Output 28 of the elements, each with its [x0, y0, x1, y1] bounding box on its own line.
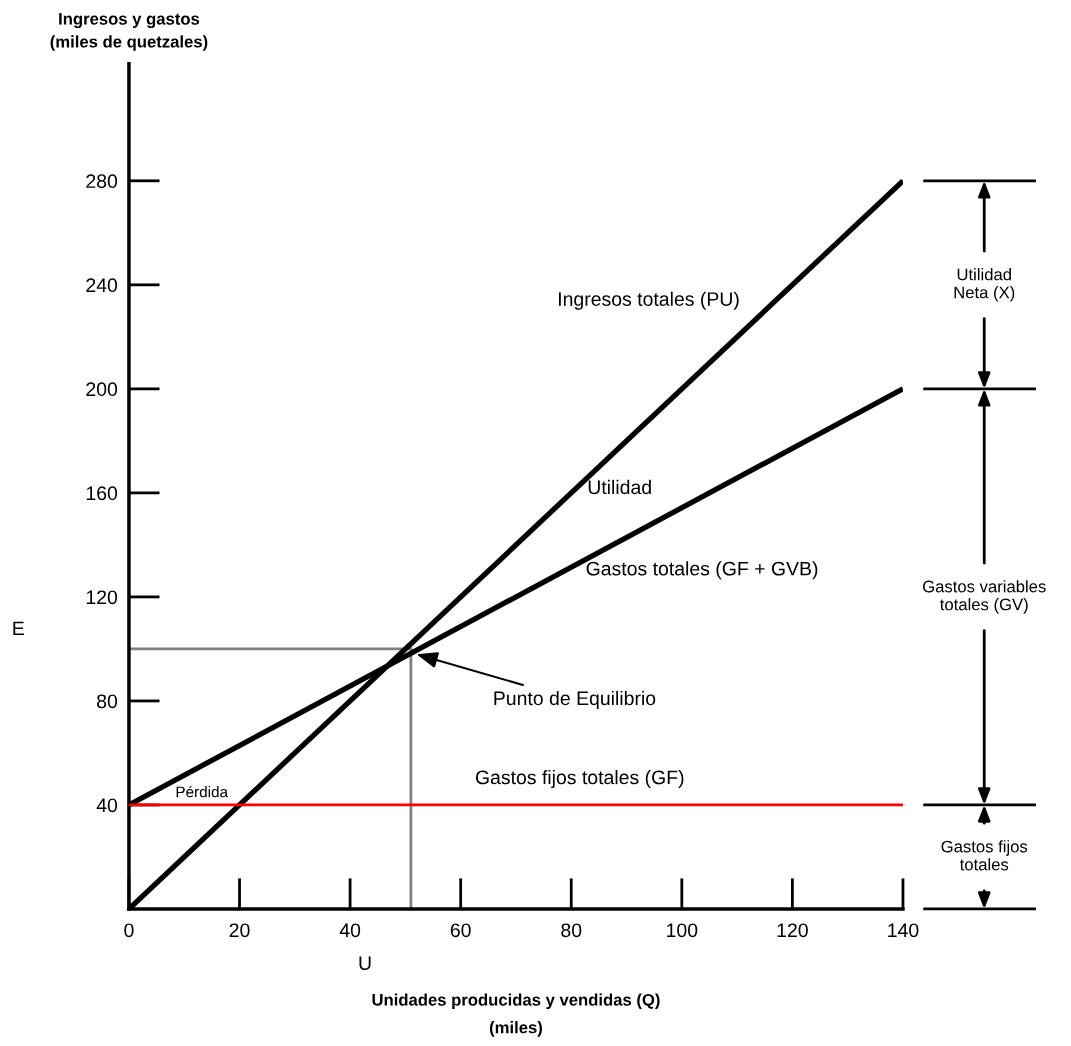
y-axis-title: Ingresos y gastos (miles de quetzales) [50, 13, 208, 51]
x-tick-label: 120 [777, 923, 808, 938]
x-tick-label: 80 [561, 923, 582, 938]
x-tick-label: 60 [450, 923, 471, 938]
y-tick-label: 120 [86, 590, 118, 605]
x-tick-label: 40 [339, 923, 361, 938]
y-tick-label: 200 [86, 382, 118, 397]
y-tick-label: 40 [96, 798, 118, 813]
text: Gastos fijos totales [941, 840, 1028, 871]
text: Gastos variables totales (GV) [923, 580, 1046, 614]
text: E [13, 621, 24, 636]
series-label: Gastos fijos totales (GF) [475, 769, 684, 789]
annotation: Punto de Equilibrio [494, 690, 656, 710]
x-axis-title: Unidades producidas y vendidas (Q) (miles) [372, 993, 660, 1037]
x-tick-label: 20 [229, 923, 250, 938]
y-tick-label: 280 [86, 174, 118, 189]
y-tick-label: 80 [97, 694, 118, 709]
x-tick-label: 0 [124, 923, 134, 938]
series-label: Gastos totales (GF + GVB) [586, 561, 818, 580]
y-tick-label: 160 [86, 486, 118, 501]
x-tick-label: 140 [888, 923, 919, 938]
x-tick-label: 100 [667, 923, 698, 938]
annotation: Utilidad [588, 479, 651, 495]
text: U [359, 956, 371, 970]
series-label: Ingresos totales (PU) [559, 291, 739, 310]
text: Utilidad Neta (X) [954, 268, 1015, 302]
y-tick-label: 240 [86, 278, 118, 293]
annotation: Pérdida [176, 785, 229, 798]
